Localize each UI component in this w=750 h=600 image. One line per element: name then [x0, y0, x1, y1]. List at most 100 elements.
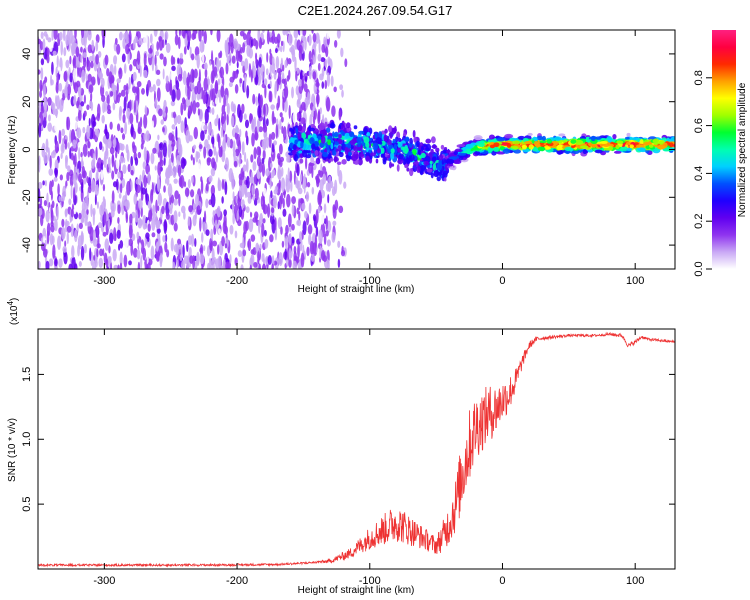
spectrogram-cell — [210, 258, 215, 269]
spectrogram-cell — [327, 139, 331, 146]
spectrogram-cell — [144, 105, 148, 116]
spectrogram-cell — [325, 97, 331, 112]
spectrogram-cell — [202, 41, 205, 52]
spectrogram-cell — [302, 149, 308, 158]
spectrogram-cell — [131, 233, 136, 241]
spectrogram-cell — [165, 75, 169, 84]
spectrogram-cell — [233, 38, 238, 50]
spectrogram-cell — [269, 162, 273, 168]
spectrogram-cell — [166, 249, 170, 258]
spectrogram-cell — [55, 94, 58, 107]
spectrogram-cell — [128, 30, 132, 45]
spectrogram-cell — [230, 41, 234, 54]
spectrogram-cell — [58, 195, 61, 202]
spectrogram-cell — [151, 120, 155, 129]
spectrogram-cell — [143, 114, 148, 129]
spectrogram-cell — [203, 30, 207, 44]
spectrogram-cell — [217, 179, 222, 192]
spectrogram-cell — [121, 133, 126, 141]
spectrogram-cell — [128, 224, 133, 239]
spectrogram-cell — [302, 220, 307, 236]
spectrogram-cell — [187, 85, 191, 101]
spectrogram-cell — [152, 147, 157, 154]
spectrogram-cell — [315, 32, 320, 44]
snr-x-tick-label: -200 — [226, 575, 248, 587]
spectrogram-cell — [232, 103, 237, 114]
spectrogram-cell — [314, 145, 319, 152]
spectrogram-cell — [156, 228, 161, 234]
spectrogram-cell — [656, 144, 666, 150]
spectrogram-cell — [626, 147, 633, 152]
spectrogram-cell — [210, 30, 213, 36]
spectrogram-cell — [279, 119, 282, 130]
spectrogram-cell — [524, 140, 533, 145]
spectrogram-x-tick-label: -300 — [93, 275, 115, 287]
spectrogram-cell — [274, 217, 277, 231]
spectrogram-cell — [324, 79, 328, 90]
spectrogram-cell — [258, 56, 262, 68]
spectrogram-cell — [331, 105, 336, 117]
spectrogram-cell — [365, 152, 371, 157]
spectrogram-cell — [53, 176, 58, 182]
spectrogram-cell — [208, 175, 213, 183]
spectrogram-cell — [76, 80, 81, 88]
spectrogram-cell — [90, 60, 94, 69]
spectrogram-cell — [306, 181, 311, 188]
spectrogram-cell — [187, 72, 191, 88]
spectrogram-cell — [83, 30, 89, 39]
spectrogram-cell — [95, 184, 99, 191]
spectrogram-cell — [220, 145, 223, 157]
spectrogram-cell — [312, 71, 317, 80]
spectrogram-cell — [187, 105, 192, 117]
spectrogram-cell — [261, 71, 264, 82]
spectrogram-cell — [277, 39, 280, 48]
spectrogram-cell — [430, 172, 434, 179]
spectrogram-cell — [181, 205, 186, 214]
spectrogram-cell — [61, 226, 66, 240]
spectrogram-cell — [182, 70, 187, 85]
spectrogram-cell — [38, 207, 43, 217]
spectrogram-cell — [308, 233, 312, 246]
spectrogram-cell — [205, 198, 209, 209]
spectrogram-cell — [101, 30, 106, 40]
spectrogram-cell — [147, 262, 151, 269]
spectrogram-cell — [40, 214, 44, 227]
spectrogram-cell — [38, 69, 41, 75]
spectrogram-cell — [164, 241, 168, 253]
spectrogram-cell — [221, 104, 226, 115]
spectrogram-cell — [238, 54, 243, 63]
spectrogram-cell — [78, 147, 81, 161]
spectrogram-cell — [212, 240, 218, 247]
spectrogram-cell — [250, 154, 254, 163]
spectrogram-cell — [325, 230, 329, 237]
spectrogram-cell — [78, 212, 82, 220]
spectrogram-cell — [170, 100, 176, 107]
spectrogram-cell — [257, 30, 261, 42]
spectrogram-cell — [232, 191, 235, 201]
spectrogram-cell — [199, 217, 202, 232]
spectrogram-cell — [239, 30, 245, 37]
spectrogram-cell — [143, 69, 148, 79]
spectrogram-cell — [275, 56, 280, 70]
spectrogram-cell — [170, 214, 175, 226]
spectrogram-cell — [62, 30, 66, 42]
spectrogram-cell — [147, 36, 150, 51]
spectrogram-cell — [316, 92, 319, 108]
snr-frame — [37, 328, 676, 570]
spectrogram-cell — [290, 129, 296, 135]
spectrogram-cell — [211, 248, 215, 263]
spectrogram-cell — [116, 229, 121, 239]
spectrogram-cell — [378, 131, 383, 139]
spectrogram-cell — [435, 147, 440, 153]
spectrogram-cell — [462, 146, 468, 151]
spectrogram-cell — [380, 153, 385, 158]
spectrogram-cell — [80, 231, 84, 245]
spectrogram-cell — [174, 34, 179, 46]
spectrogram-cell — [264, 238, 269, 249]
spectrogram-cell — [38, 117, 41, 124]
spectrogram-cell — [93, 106, 97, 118]
spectrogram-cell — [239, 242, 245, 248]
spectrogram-cell — [123, 254, 128, 268]
spectrogram-cell — [107, 156, 111, 169]
spectrogram-cell — [80, 54, 83, 63]
